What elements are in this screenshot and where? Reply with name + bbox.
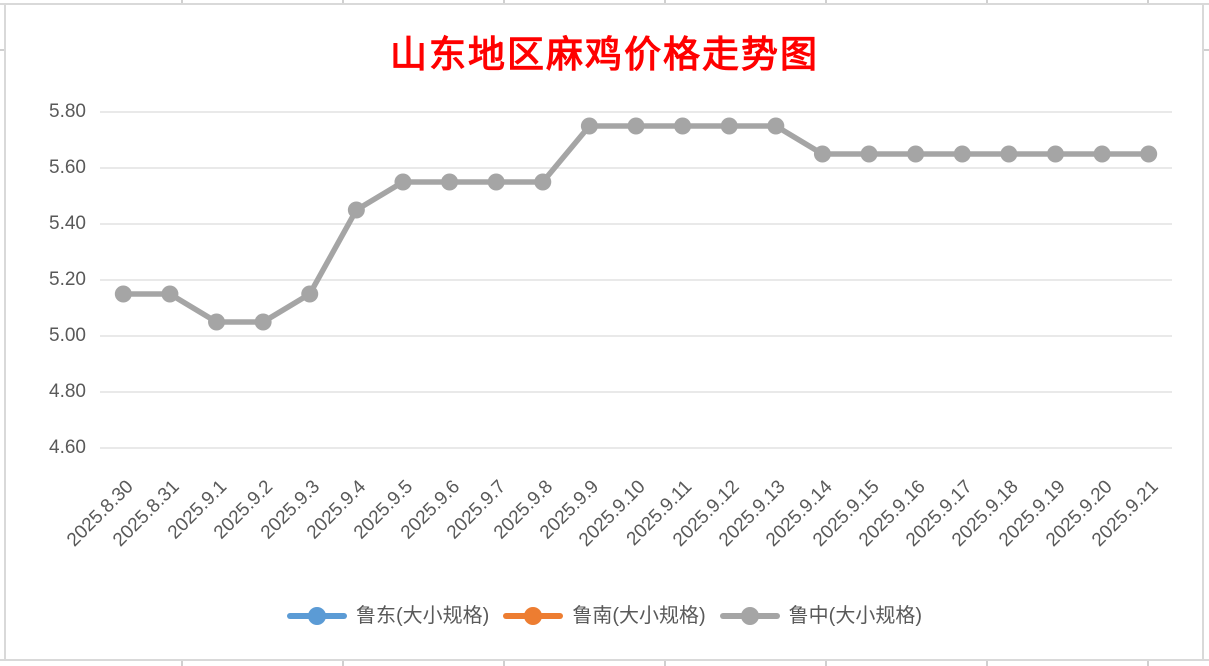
spreadsheet-gridline-tick (1147, 0, 1149, 3)
chart-frame-bottom-border (0, 659, 1209, 661)
chart-frame-top-border (0, 3, 1209, 5)
data-point-marker (1046, 145, 1064, 163)
y-tick-label: 5.60 (49, 157, 86, 178)
data-point-marker (767, 117, 785, 135)
y-tick-label: 5.80 (49, 101, 86, 122)
legend-item[interactable]: 鲁中(大小规格) (719, 603, 922, 629)
y-tick-label: 5.00 (49, 325, 86, 346)
data-point-marker (1093, 145, 1111, 163)
data-point-marker (907, 145, 925, 163)
data-point-marker (114, 285, 132, 303)
y-tick-label: 5.40 (49, 213, 86, 234)
data-point-marker (1140, 145, 1158, 163)
data-point-marker (627, 117, 645, 135)
data-point-marker (580, 117, 598, 135)
legend-label: 鲁东(大小规格) (356, 605, 490, 627)
chart-frame-right-border (1202, 3, 1204, 661)
data-point-marker (347, 201, 365, 219)
legend-label: 鲁中(大小规格) (788, 605, 922, 627)
spreadsheet-gridline-tick (825, 661, 827, 666)
spreadsheet-gridline-tick (342, 0, 344, 3)
spreadsheet-gridline-tick (664, 0, 666, 3)
legend-line-marker-icon (287, 607, 347, 625)
data-point-marker (534, 173, 552, 191)
chart-frame-left-border (4, 3, 6, 661)
spreadsheet-gridline-tick (986, 0, 988, 3)
spreadsheet-gridline-tick (503, 0, 505, 3)
chart-legend: 鲁东(大小规格) 鲁南(大小规格) 鲁中(大小规格) (0, 603, 1209, 629)
spreadsheet-gridline-tick (825, 0, 827, 3)
chart-title: 山东地区麻鸡价格走势图 (390, 35, 819, 76)
legend-dot-icon (524, 607, 543, 625)
data-point-marker (161, 285, 179, 303)
data-point-marker (813, 145, 831, 163)
legend-line-marker-icon (719, 607, 780, 625)
spreadsheet-gridline-tick (1204, 49, 1209, 51)
legend-line-marker-icon (503, 607, 564, 625)
spreadsheet-gridline-tick (1147, 661, 1149, 666)
data-point-marker (394, 173, 412, 191)
data-point-marker (720, 117, 738, 135)
legend-item[interactable]: 鲁南(大小规格) (503, 603, 706, 629)
data-point-marker (254, 313, 272, 331)
data-point-marker (487, 173, 505, 191)
data-point-marker (301, 285, 319, 303)
legend-dot-icon (740, 607, 759, 625)
y-tick-label: 4.60 (49, 437, 86, 458)
legend-label: 鲁南(大小规格) (572, 605, 706, 627)
data-point-marker (441, 173, 459, 191)
data-point-marker (674, 117, 692, 135)
data-point-marker (208, 313, 226, 331)
spreadsheet-gridline-tick (181, 0, 183, 3)
spreadsheet-gridline-tick (342, 661, 344, 666)
spreadsheet-gridline-tick (503, 661, 505, 666)
data-point-marker (953, 145, 971, 163)
legend-dot-icon (308, 607, 326, 625)
spreadsheet-gridline-tick (181, 661, 183, 666)
y-tick-label: 4.80 (49, 381, 86, 402)
spreadsheet-gridline-tick (664, 661, 666, 666)
legend-item[interactable]: 鲁东(大小规格) (287, 603, 489, 629)
data-point-marker (860, 145, 878, 163)
y-tick-label: 5.20 (49, 269, 86, 290)
spreadsheet-gridline-tick (986, 661, 988, 666)
data-point-marker (1000, 145, 1018, 163)
spreadsheet-gridline-tick (0, 49, 4, 51)
